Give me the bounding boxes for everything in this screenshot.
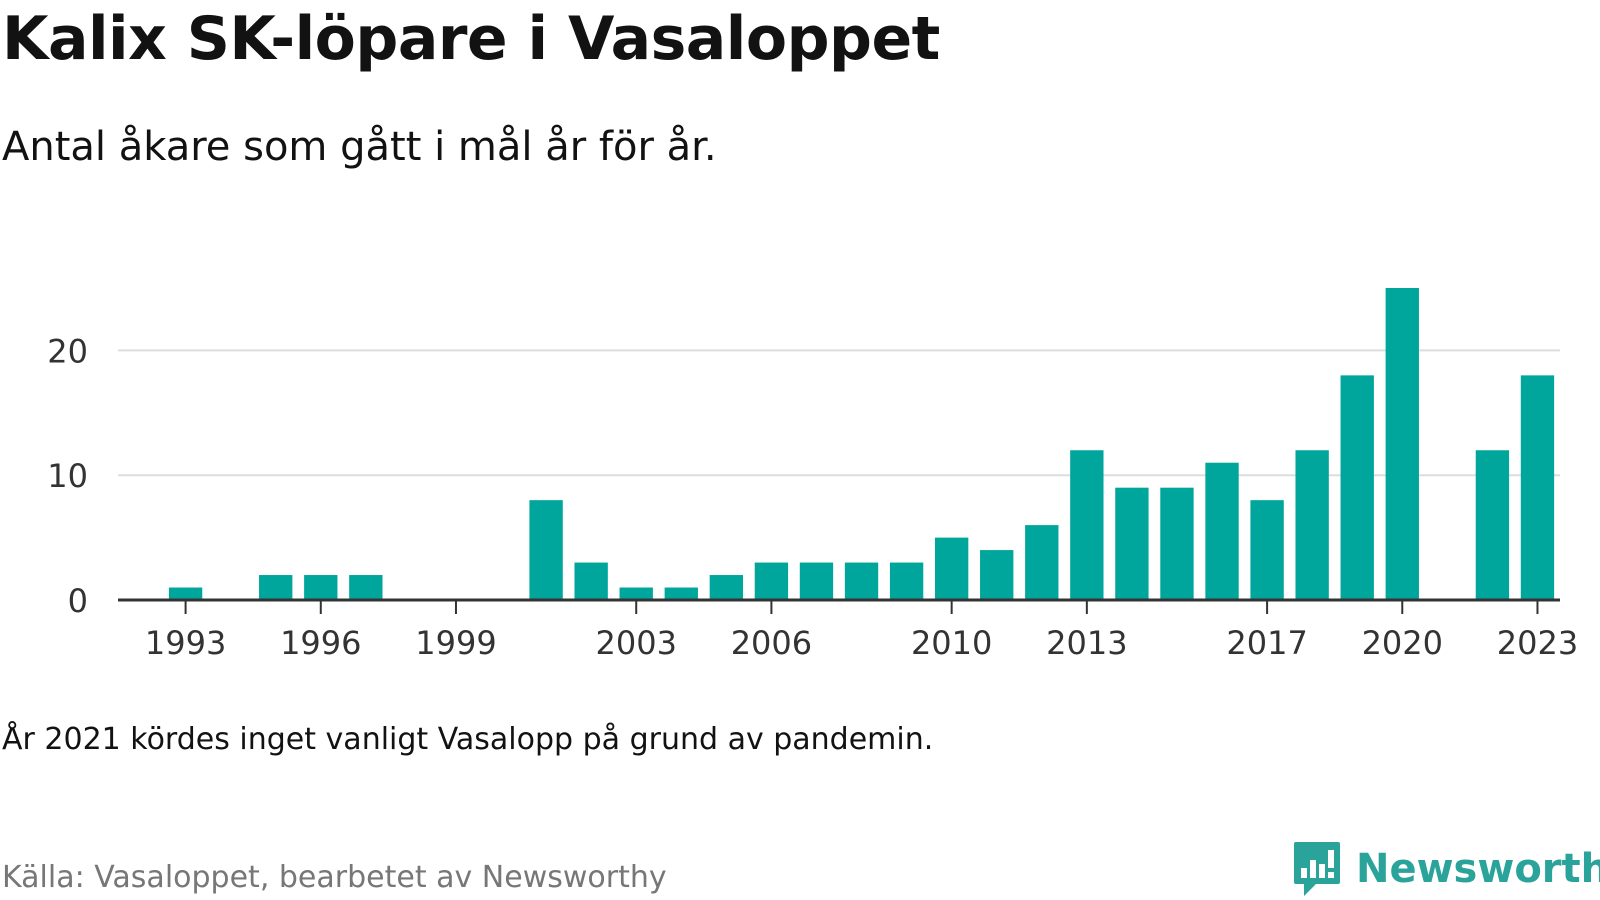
newsworthy-logo: Newsworthy [1292, 840, 1600, 898]
bars [168, 288, 1555, 600]
x-tick-label: 1996 [280, 624, 361, 662]
bar-2004 [664, 587, 698, 600]
bar-2001 [529, 500, 563, 600]
bar-1996 [304, 575, 338, 600]
x-tick-label: 2017 [1226, 624, 1307, 662]
bar-2011 [980, 550, 1014, 600]
bar-2018 [1295, 450, 1329, 600]
bar-2013 [1070, 450, 1104, 600]
bar-2005 [709, 575, 744, 600]
bar-2006 [754, 562, 789, 600]
y-tick-label: 20 [47, 332, 88, 370]
brand-name: Newsworthy [1356, 846, 1600, 892]
bar-2012 [1025, 525, 1059, 600]
x-tick-label: 2023 [1497, 624, 1578, 662]
bar-1995 [259, 575, 293, 600]
bar-2002 [574, 562, 608, 600]
x-tick-label: 2003 [596, 624, 677, 662]
bar-2014 [1115, 487, 1149, 600]
bar-2020 [1385, 288, 1419, 600]
bar-2022 [1475, 450, 1510, 600]
bar-1997 [349, 575, 383, 600]
bar-2003 [619, 587, 653, 600]
bar-2007 [799, 562, 834, 600]
bar-2010 [934, 537, 969, 600]
x-tick-label: 2013 [1046, 624, 1127, 662]
chart-title: Kalix SK-löpare i Vasaloppet [2, 4, 940, 74]
bar-2019 [1340, 375, 1374, 600]
bar-2009 [889, 562, 924, 600]
bar-2023 [1520, 375, 1555, 600]
newsworthy-chart-bubble-icon [1294, 842, 1340, 896]
x-tick-label: 2010 [911, 624, 992, 662]
bar-2008 [844, 562, 879, 600]
source-credit: Källa: Vasaloppet, bearbetet av Newswort… [2, 860, 667, 895]
y-tick-label: 0 [68, 582, 88, 620]
x-tick-label: 1999 [415, 624, 496, 662]
bar-2016 [1205, 462, 1239, 600]
x-tick-label: 1993 [145, 624, 226, 662]
x-tick-label: 2020 [1362, 624, 1443, 662]
y-tick-label: 10 [47, 457, 88, 495]
chart-footnote: År 2021 kördes inget vanligt Vasalopp på… [2, 722, 934, 757]
x-tick-label: 2006 [731, 624, 812, 662]
bar-2015 [1160, 487, 1194, 600]
axes: 0 10 20 1993 1996 1999 2003 2006 2010 2013 2017 202… [47, 332, 1578, 662]
bar-1993 [168, 587, 203, 600]
bar-2017 [1250, 500, 1284, 600]
chart-subtitle: Antal åkare som gått i mål år för år. [2, 124, 717, 170]
